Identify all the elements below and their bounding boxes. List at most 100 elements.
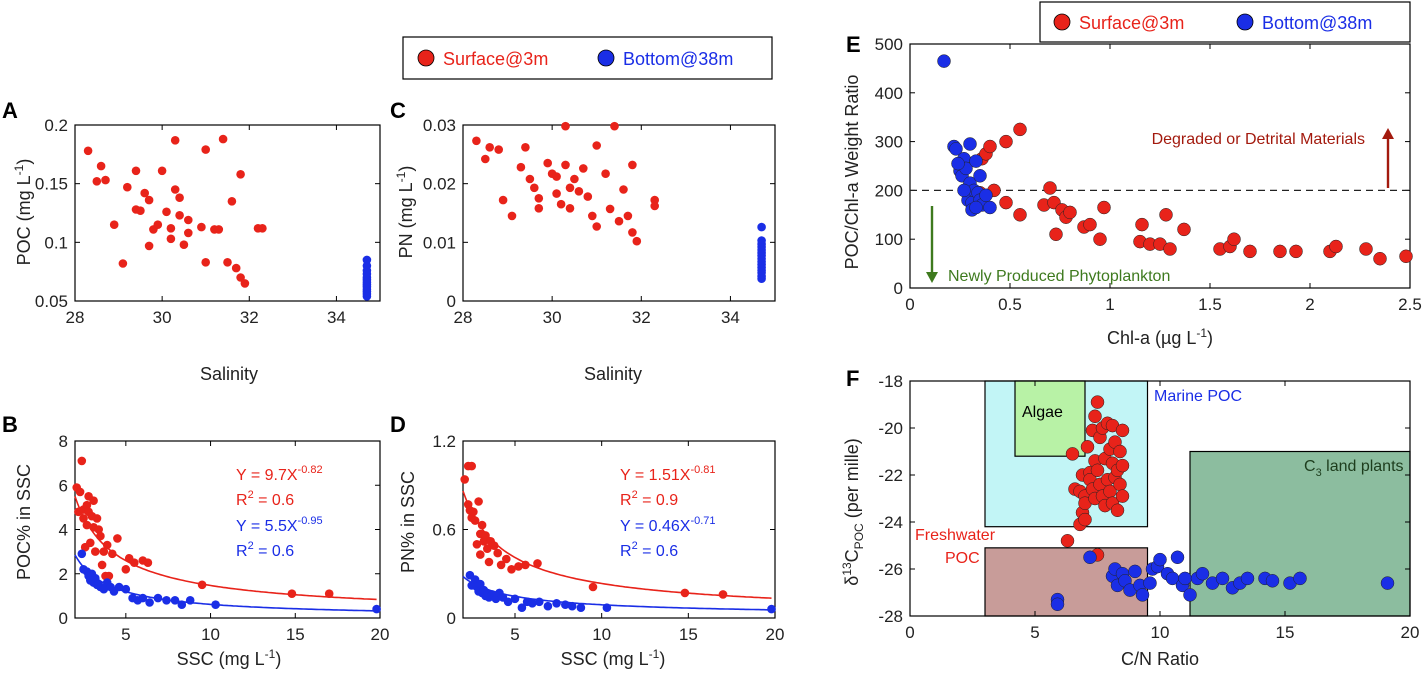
panel-b-bottom-point: [211, 600, 220, 609]
panel-e: 0 0.5 1 1.5 2 2.5 0 100 200 300 400 500 …: [842, 35, 1422, 348]
panel-d-surface-point: [493, 548, 503, 558]
panel-f-surface-point: [1065, 447, 1080, 461]
panel-a-x-ticks: 28 30 32 34: [66, 308, 346, 327]
panel-b-bottom-point: [99, 584, 109, 594]
panel-f-bottom-point: [1380, 576, 1395, 590]
panel-e-y-tick: 500: [875, 35, 903, 54]
panel-b-surface-point: [94, 525, 103, 534]
panel-e-y-tick: 0: [894, 279, 903, 298]
legend-left: Surface@3m Bottom@38m: [402, 36, 773, 80]
panel-a-surface-point: [96, 161, 106, 171]
panel-d-surface-point: [507, 565, 516, 574]
panel-d-surface-point: [483, 544, 492, 553]
panel-d-surface-point: [481, 531, 490, 540]
panel-e-surface-point: [999, 134, 1013, 149]
panel-a-axes-box: [74, 124, 381, 302]
panel-b-bottom-point: [145, 598, 154, 607]
panel-c-y-tick: 0.01: [423, 233, 456, 252]
panel-b-x-tick: 15: [286, 625, 305, 644]
panel-c-surface-point: [530, 183, 539, 193]
panel-b-surface-point: [143, 558, 153, 567]
panel-a-y-ticks: 0.05 0.1 0.15 0.2: [35, 116, 68, 311]
panel-f-bottom-point: [1265, 574, 1280, 588]
panel-b-surface-point: [82, 520, 92, 530]
panel-b-bottom-point: [177, 600, 187, 609]
panel-b-bottom-point: [185, 596, 195, 605]
panel-a-surface-point: [157, 166, 167, 176]
panel-d-x-tick: 5: [510, 625, 519, 644]
panel-f-surface-point: [1080, 440, 1095, 454]
panel-d-surface-point: [472, 540, 482, 549]
panel-d-bottom-point: [535, 597, 544, 607]
panel-d-x-label: SSC (mg L-1): [561, 647, 666, 669]
panel-c-y-ticks: 0 0.01 0.02 0.03: [423, 116, 456, 311]
panel-e-x-tick: 1: [1105, 295, 1114, 314]
panel-d-y-label: PN% in SSC: [398, 471, 418, 573]
panel-a-y-tick: 0.05: [35, 292, 68, 311]
panel-a-surface-point: [179, 240, 189, 249]
panel-c-surface-point: [472, 136, 481, 146]
legend-left-bottom-marker: [597, 49, 615, 67]
panel-e-surface-point: [1163, 242, 1177, 256]
panel-b-surface-point: [91, 547, 100, 556]
panel-e-y-tick: 100: [875, 230, 903, 249]
panel-d-bottom-point: [528, 599, 537, 608]
panel-a-y-tick: 0.15: [35, 175, 68, 194]
panel-a-surface-point: [140, 188, 149, 198]
panel-d-y-tick: 0: [447, 609, 456, 628]
panel-a-surface-point: [92, 177, 102, 186]
panel-a-surface-point: [136, 206, 145, 215]
panel-b-y-label: POC% in SSC: [14, 464, 34, 580]
panel-c-surface-point: [494, 145, 504, 154]
panel-b-surface-point: [287, 589, 297, 598]
panel-c-x-tick: 30: [543, 308, 562, 327]
panel-a-x-tick: 30: [153, 308, 172, 327]
panel-b-bottom-point: [162, 596, 171, 605]
panel-d-y-tick: 0.6: [432, 521, 456, 540]
panel-e-arrowhead-down: [926, 272, 938, 283]
panel-letter-c: C: [390, 98, 406, 123]
panel-a-surface-point: [184, 215, 193, 225]
panel-b-surface-point: [79, 514, 88, 523]
panel-f-c3-label: C3 land plants: [1304, 458, 1404, 479]
panel-b-surface-point: [130, 558, 139, 567]
panel-d-surface-point: [476, 550, 485, 559]
panel-b-bottom-point: [170, 596, 180, 605]
panel-d-surface-point: [502, 554, 511, 564]
panel-b-y-tick: 2: [59, 565, 68, 584]
panel-b-surface-point: [108, 549, 117, 559]
panel-e-surface-point: [1135, 217, 1149, 232]
panel-c-x-label: Salinity: [584, 364, 642, 384]
panel-c-axes-box: [462, 124, 776, 302]
panel-b-surface-point: [121, 565, 131, 574]
panel-d-surface-point: [484, 557, 494, 567]
panel-f-bottom-point: [1183, 588, 1197, 602]
panel-a-surface-point: [166, 224, 176, 233]
panel-c-surface-point: [561, 121, 570, 131]
panel-e-x-tick: 1.5: [1198, 295, 1222, 314]
panel-a-bottom-point: [362, 292, 372, 301]
panel-d-surface-point: [477, 520, 487, 530]
panel-a-x-tick: 32: [240, 308, 259, 327]
panel-e-surface-point: [1043, 181, 1057, 195]
panel-c-surface-point: [605, 204, 615, 214]
panel-e-surface-point: [999, 195, 1013, 210]
panel-a-surface-point: [175, 211, 184, 220]
panel-d-surface-r2: R2 = 0.9: [620, 489, 678, 509]
panel-d-surface-point: [496, 560, 506, 570]
panel-a-y-tick: 0.2: [44, 116, 68, 135]
panel-b-bottom-point: [91, 573, 100, 583]
panel-b-y-tick: 4: [59, 521, 68, 540]
panel-b-y-ticks: 0 2 4 6 8: [59, 432, 68, 628]
panel-c-surface-point: [570, 174, 579, 184]
panel-e-surface-point: [1159, 208, 1173, 222]
panel-d-bottom-point: [602, 603, 612, 612]
panel-b-surface-point: [113, 534, 122, 543]
panel-c-surface-point: [614, 216, 624, 226]
panel-d-fit-surface: [462, 490, 772, 599]
panel-d-x-ticks: 5 10 15 20: [510, 625, 784, 644]
panel-f-algae-label: Algae: [1022, 404, 1063, 421]
panel-a-surface-point: [123, 182, 132, 192]
panel-a-surface-point: [83, 146, 93, 156]
